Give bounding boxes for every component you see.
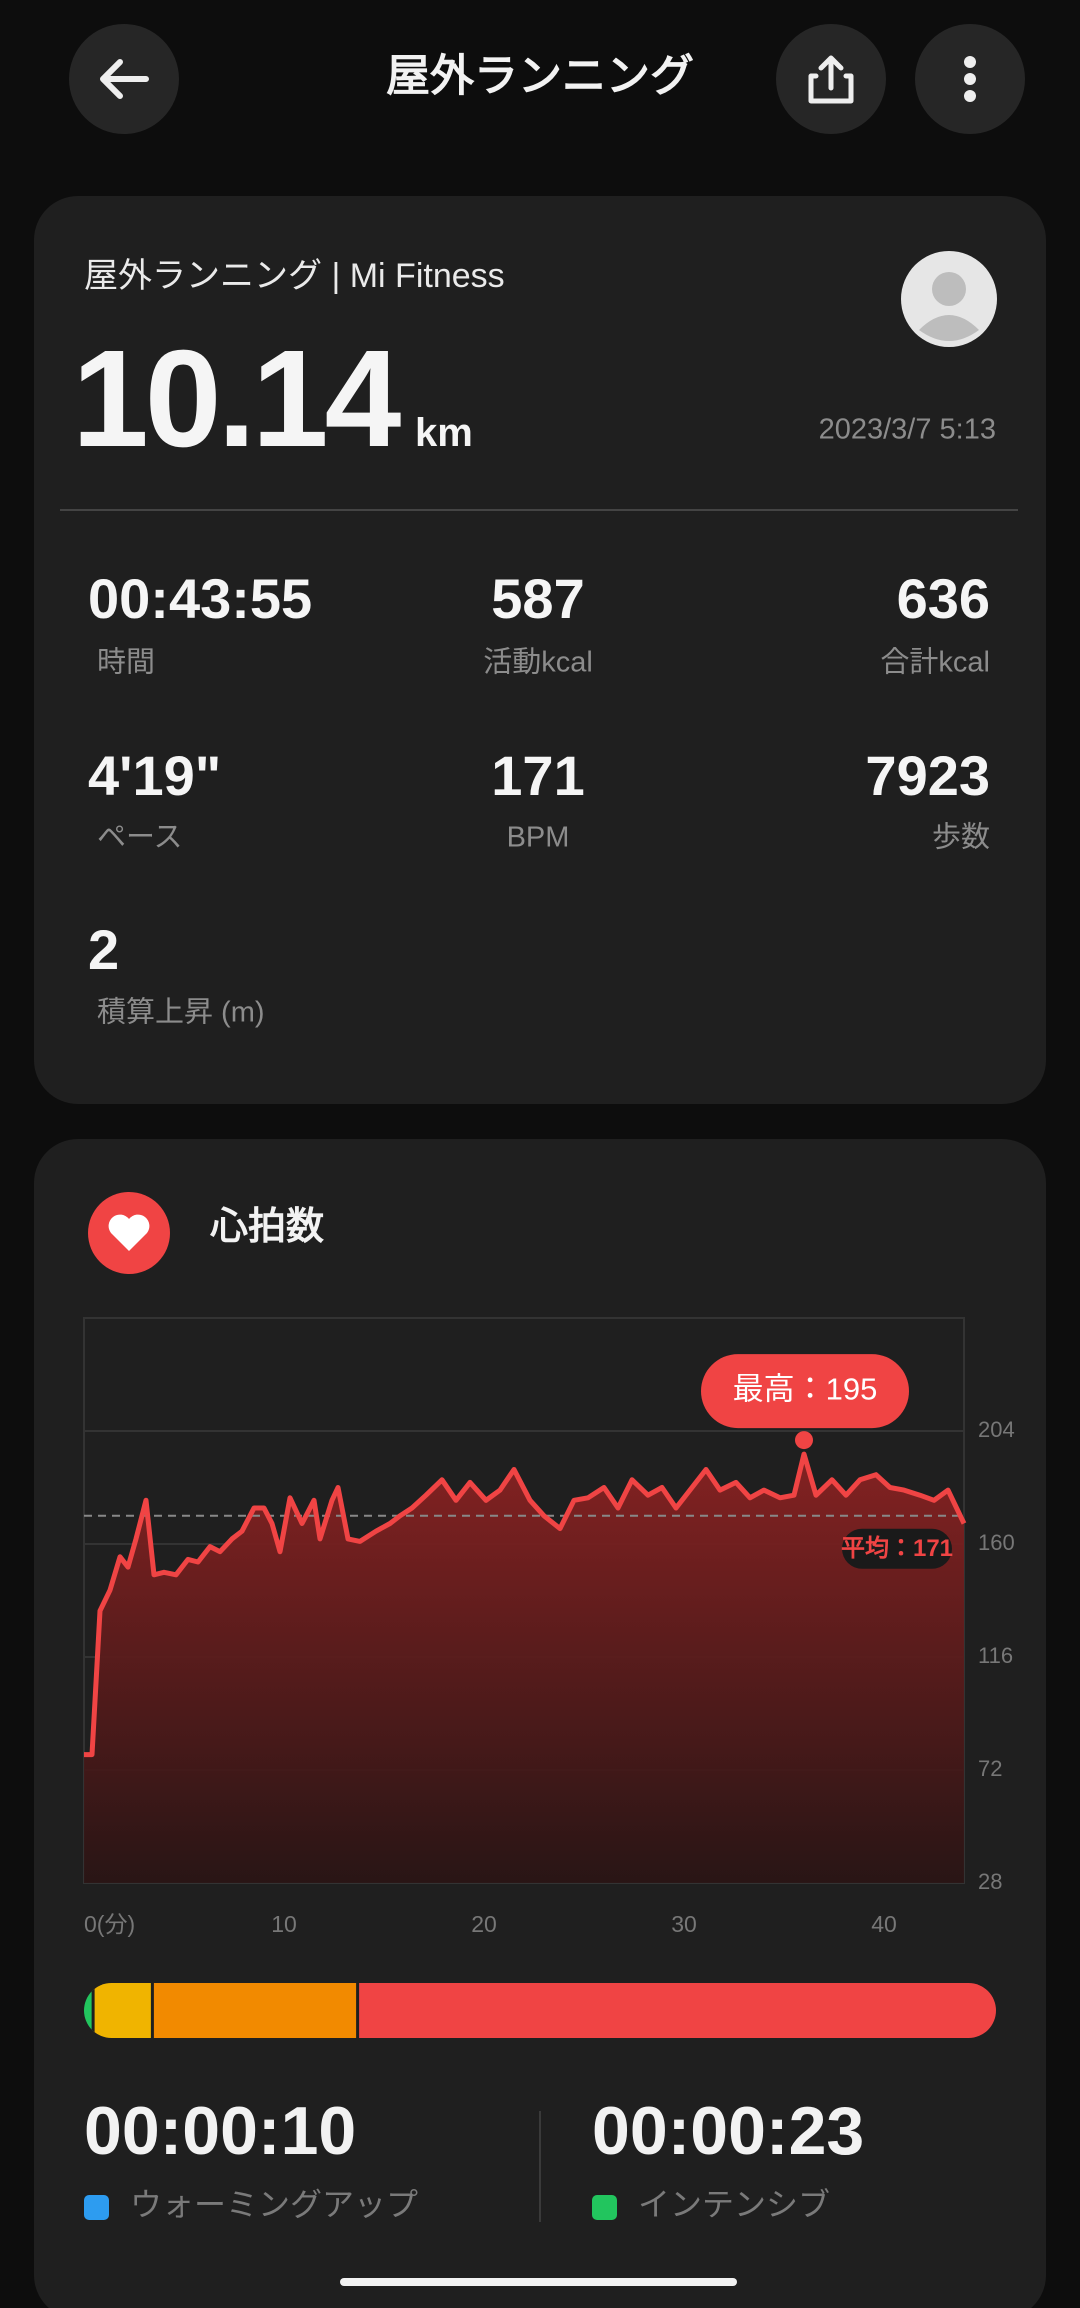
zone-segment (84, 1983, 94, 2038)
back-button[interactable] (69, 24, 179, 134)
zone-swatch (592, 2195, 617, 2220)
stat-label: BPM (507, 822, 570, 854)
y-tick-label: 72 (978, 1756, 1002, 1781)
average-badge (842, 1528, 952, 1569)
zone-bar (84, 1983, 996, 2038)
stat-value: 587 (491, 567, 584, 630)
stat-label: 時間 (97, 646, 155, 679)
home-indicator (340, 2278, 737, 2286)
max-label: 最高：195 (733, 1371, 878, 1406)
stat-value: 171 (491, 744, 584, 807)
y-tick-label: 116 (978, 1643, 1013, 1668)
source-label: 屋外ランニング | Mi Fitness (84, 257, 505, 295)
stat-label: ペース (97, 822, 183, 854)
zone-swatch (84, 2195, 109, 2220)
stat-label: 積算上昇 (m) (97, 996, 265, 1029)
y-tick-label: 28 (978, 1869, 1002, 1894)
stat-value: 7923 (865, 744, 990, 807)
summary-card (34, 196, 1046, 1104)
stat-label: 合計kcal (880, 646, 990, 679)
zone-time: 00:00:10 (84, 2093, 356, 2169)
x-tick-label: 0(分) (84, 1911, 135, 1937)
x-tick-label: 20 (471, 1911, 497, 1937)
stat-value: 636 (897, 567, 990, 630)
page-title: 屋外ランニング (386, 52, 694, 101)
distance-unit: km (415, 411, 473, 455)
heart-icon (88, 1192, 170, 1274)
x-tick-label: 40 (871, 1911, 897, 1937)
stat-label: 歩数 (932, 821, 990, 854)
avatar (901, 251, 997, 347)
x-tick-label: 10 (271, 1911, 297, 1937)
share-button[interactable] (776, 24, 886, 134)
average-label: 平均：171 (841, 1535, 953, 1562)
stat-value: 2 (88, 918, 119, 981)
heart-rate-line (84, 1451, 967, 1758)
y-tick-label: 204 (978, 1417, 1015, 1442)
workout-date: 2023/3/7 5:13 (819, 414, 996, 446)
stat-label: 活動kcal (483, 646, 593, 679)
zone-times: 00:00:10 ウォーミングアップ 00:00:23 インテンシブ (84, 2093, 864, 2222)
y-tick-label: 160 (978, 1530, 1015, 1555)
x-tick-label: 30 (671, 1911, 697, 1937)
stat-value: 00:43:55 (88, 567, 312, 630)
zone-segment (152, 1983, 358, 2038)
distance-value: 10.14 (72, 322, 402, 476)
zone-time: 00:00:23 (592, 2093, 864, 2169)
zone-label: インテンシブ (638, 2186, 830, 2222)
heart-rate-chart: 28 72 116 160 204 0(分) 10 20 30 40 平均：171 最高：195 (84, 1354, 1015, 1937)
zone-segment (357, 1983, 996, 2038)
menu-button[interactable] (915, 24, 1025, 134)
zone-label: ウォーミングアップ (130, 2186, 418, 2222)
stat-value: 4'19" (88, 744, 221, 807)
max-point (795, 1431, 813, 1450)
max-badge (701, 1354, 909, 1429)
heart-rate-area (84, 1454, 964, 1883)
stats-grid: 00:43:55 時間 587 活動kcal 636 合計kcal 4'19" ペース 171 B… (88, 567, 990, 1029)
chart-title: 心拍数 (210, 1206, 324, 1248)
zone-segment (93, 1983, 153, 2038)
